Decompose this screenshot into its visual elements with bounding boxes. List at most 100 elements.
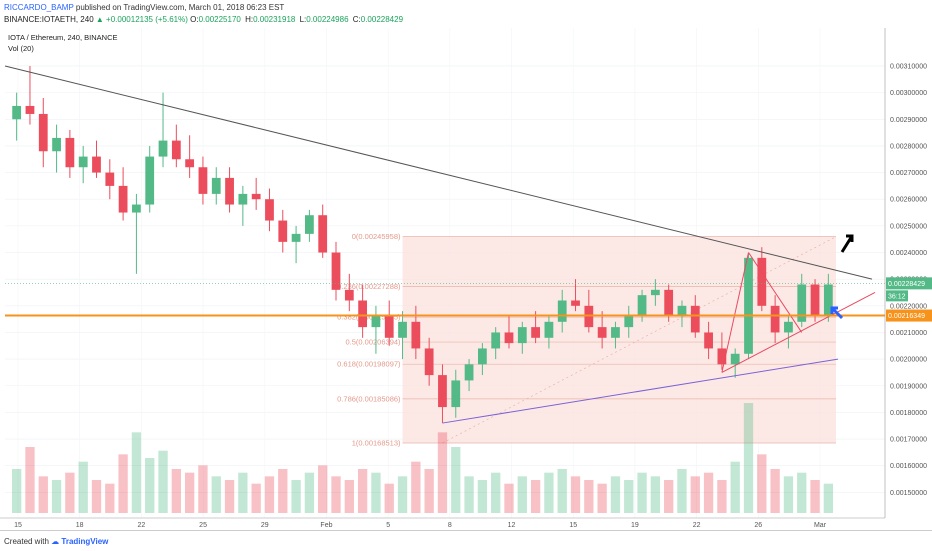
fib-trend-line [442,236,837,444]
candle-body [491,332,501,349]
candle-body [331,252,341,290]
triangle-upper [748,252,803,333]
open-label: O: [190,15,199,24]
candle-body [757,257,767,306]
volume-bar [517,476,527,513]
volume-bar [78,461,88,513]
price-change: +0.00012135 (+5.61%) [106,15,188,24]
volume-bar [198,465,208,513]
candle-body [238,193,248,205]
volume-bar [318,465,328,513]
volume-bar [797,472,807,513]
x-tick-label: 25 [199,522,207,529]
low-value: 0.00224986 [306,15,349,24]
candle-body [358,300,368,328]
volume-bar [25,447,35,513]
low-label: L: [299,15,307,24]
volume-bar [610,476,621,513]
volume-bar [624,480,634,513]
y-tick-label: 0.00190000 [890,383,927,390]
tradingview-brand[interactable]: TradingView [61,537,109,546]
author-link[interactable]: RICCARDO_BAMP [4,3,74,12]
y-tick-label: 0.00310000 [890,63,927,70]
x-tick-label: 5 [386,522,390,529]
x-tick-label: 12 [508,522,516,529]
candle-body [118,185,128,213]
y-tick-label: 0.00300000 [890,90,927,97]
volume-bar [437,432,448,513]
candle-body [185,159,195,168]
candle-body [92,156,101,173]
x-tick-label: 19 [631,522,639,529]
y-tick-label: 0.00240000 [890,250,927,257]
fib-label: 0.236(0.00227288) [337,282,401,291]
price-badge-label: 0.00228429 [888,281,925,288]
volume-bar [344,480,354,513]
fib-label: 0.382(0.00215735) [337,313,401,322]
candle-body [198,167,208,194]
volume-bar [11,469,22,513]
support-line [442,358,839,424]
volume-bar [677,469,687,513]
volume-bar [464,476,474,513]
volume-bar [38,476,48,513]
candle-body [477,348,487,365]
volume-bar [224,480,235,513]
y-tick-label: 0.00290000 [890,117,927,124]
candle-body [557,300,567,322]
chart-header: RICCARDO_BAMP published on TradingView.c… [0,0,932,28]
candle-body [38,113,48,152]
volume-bar [331,476,341,513]
fib-zone [402,236,836,444]
candle-body [265,199,274,221]
volume-bar [91,480,102,513]
volume-bar [131,432,142,513]
candle-body [571,300,580,306]
blue-arrow-icon [830,306,844,320]
up-arrow-icon [840,234,854,253]
y-tick-label: 0.00180000 [890,410,927,417]
volume-bar [118,454,128,513]
volume-bar [703,472,714,513]
volume-bar [264,476,275,513]
volume-bar [291,480,301,513]
candle-body [664,289,674,317]
candle-body [717,348,727,365]
x-tick-label: 22 [137,522,145,529]
candle-body [464,364,474,381]
volume-bar [451,447,461,513]
fib-label: 1(0.00168513) [352,439,401,448]
volume-bar [823,483,834,513]
candle-body [65,137,75,168]
volume-bar [650,476,661,513]
candle-body [318,215,328,253]
y-tick-label: 0.00200000 [890,357,927,364]
legend-symbol: IOTA / Ethereum, 240, BINANCE [8,33,118,42]
candle-body [624,316,634,328]
candle-body [770,305,780,333]
volume-bar [424,469,434,513]
x-tick-label: 29 [261,522,269,529]
countdown-label: 36:12 [888,293,906,300]
candle-body [305,215,314,234]
y-tick-label: 0.00220000 [890,303,927,310]
triangle-lower [721,292,876,373]
candle-body [784,321,793,333]
candle-body [105,172,115,186]
y-tick-label: 0.00150000 [890,490,927,497]
volume-bar [557,469,567,513]
volume-bar [278,469,288,513]
x-tick-label: 26 [754,522,762,529]
volume-bar [530,480,541,513]
x-tick-label: Mar [814,522,827,529]
volume-bar [477,480,488,513]
volume-bar [238,472,248,513]
volume-bar [664,480,674,513]
price-chart[interactable]: 0(0.00245958) 0.236(0.00227288) 0.382(0.00… [0,28,932,530]
candle-body [744,257,753,354]
candle-body [291,233,301,242]
candle-body [384,316,394,338]
candle-body [637,295,647,317]
fib-label: 0.786(0.00185086) [337,394,401,403]
candle-body [158,140,168,157]
